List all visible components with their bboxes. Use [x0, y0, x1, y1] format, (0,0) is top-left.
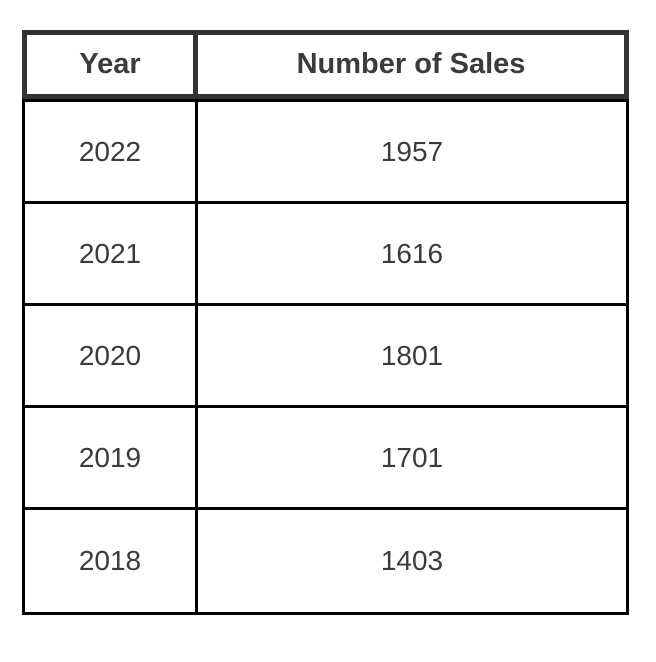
- sales-by-year-table: Year Number of Sales 2022 1957 2021 1616…: [22, 30, 629, 615]
- sales-cell: 1801: [380, 339, 444, 371]
- sales-cell: 1616: [380, 237, 444, 269]
- sales-cell: 1403: [380, 545, 444, 576]
- sales-cell: 1957: [380, 135, 444, 167]
- column-header-number-of-sales: Number of Sales: [296, 48, 526, 80]
- table-row: 2021 1616: [25, 204, 626, 306]
- table-row: 2018 1403: [25, 510, 626, 612]
- year-cell: 2019: [25, 408, 198, 507]
- year-cell: 2020: [25, 306, 198, 405]
- year-cell: 2022: [25, 102, 198, 201]
- year-cell: 2021: [25, 204, 198, 303]
- column-header-year: Year: [27, 35, 198, 94]
- table-row: 2020 1801: [25, 306, 626, 408]
- table-row: 2019 1701: [25, 408, 626, 510]
- sales-cell: 1701: [380, 441, 444, 473]
- table-header-row: Year Number of Sales: [22, 30, 629, 99]
- table-row: 2022 1957: [25, 102, 626, 204]
- table-body: 2022 1957 2021 1616 2020 1801 2019 1701 …: [22, 99, 629, 615]
- year-cell: 2018: [25, 510, 198, 612]
